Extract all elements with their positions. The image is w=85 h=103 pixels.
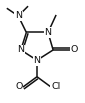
Text: N: N [15, 11, 22, 20]
Text: O: O [70, 45, 78, 54]
Text: N: N [33, 56, 40, 65]
Text: N: N [17, 45, 24, 54]
Text: Cl: Cl [51, 82, 60, 91]
Text: N: N [45, 28, 52, 37]
Text: O: O [15, 82, 22, 91]
